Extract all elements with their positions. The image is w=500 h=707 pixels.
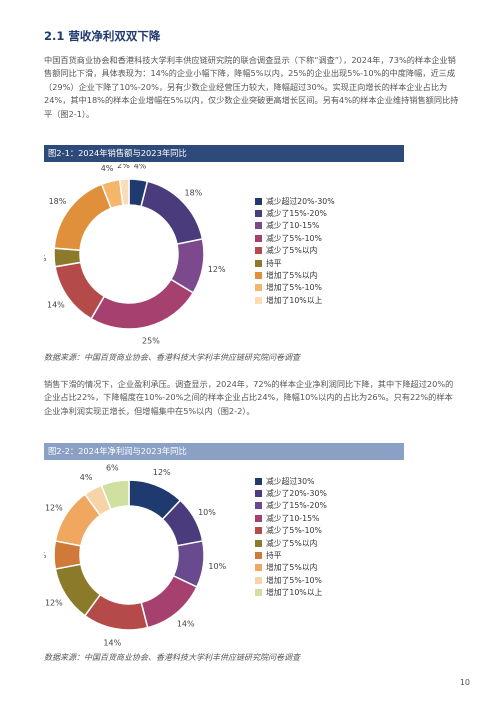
legend-label: 减少了10-15% (266, 221, 320, 231)
legend-label: 增加了5%以内 (266, 271, 318, 281)
legend-swatch (255, 259, 262, 267)
slice-label-3: 10% (208, 562, 226, 571)
legend-label: 减少超过30% (266, 476, 315, 486)
legend-item: 减少超过30% (255, 475, 327, 487)
legend-sales: 减少超过20%-30% 减少了15%-20% 减少了10-15% 减少了5%-10% 减… (255, 195, 335, 307)
legend-label: 减少了5%-10% (266, 233, 322, 243)
legend-label: 增加了10%以上 (266, 588, 323, 598)
slice-label-4: 14% (177, 620, 195, 629)
slice-label-2: 18% (184, 189, 202, 198)
legend-label: 增加了10%以上 (266, 295, 323, 305)
slice-label-5: 14% (47, 301, 65, 310)
legend-swatch (255, 234, 262, 242)
legend-item: 增加了10%以上 (255, 587, 327, 599)
slice-label-10: 6% (106, 464, 119, 473)
legend-item: 减少超过20%-30% (255, 195, 335, 207)
legend-label: 增加了5%-10% (266, 283, 322, 293)
legend-label: 增加了5%-10% (266, 575, 322, 585)
slice-7 (53, 183, 113, 251)
legend-swatch (255, 552, 262, 560)
figure-2-1-source: 数据来源：中国百货商业协会、香港科技大学利丰供应链研究院问卷调查 (44, 353, 300, 362)
legend-swatch (255, 502, 262, 510)
legend-label: 增加了5%以内 (266, 563, 318, 573)
slice-label-7: 6% (44, 551, 47, 560)
figure-2-2-header: 图2-2：2024年净利润与2023年同比 (44, 443, 404, 460)
section-title: 2.1 营收净利双双下降 (44, 29, 161, 43)
slice-9 (118, 178, 130, 207)
slice-5 (54, 261, 106, 320)
slice-label-8: 4% (101, 164, 114, 173)
legend-swatch (255, 296, 262, 304)
slice-10 (100, 479, 130, 511)
legend-label: 减少了20%-30% (266, 489, 327, 499)
slice-label-4: 25% (142, 336, 160, 345)
legend-item: 减少了10-15% (255, 220, 335, 232)
legend-swatch (255, 514, 262, 522)
legend-swatch (255, 539, 262, 547)
legend-label: 持平 (266, 551, 282, 561)
legend-label: 减少了5%以内 (266, 538, 318, 548)
slice-label-6: 4% (44, 254, 47, 263)
legend-swatch (255, 589, 262, 597)
figure-2-2-chart: 12% 10% 10% 14% 14% 12% 6% 12% 4% 6% (34, 462, 404, 648)
legend-swatch (255, 284, 262, 292)
legend-swatch (255, 477, 262, 485)
legend-swatch (255, 210, 262, 218)
legend-swatch (255, 564, 262, 572)
legend-item: 增加了10%以上 (255, 294, 335, 306)
legend-item: 减少了10-15% (255, 512, 327, 524)
slice-4 (90, 278, 195, 330)
legend-swatch (255, 272, 262, 280)
legend-item: 减少了20%-30% (255, 487, 327, 499)
legend-item: 减少了5%以内 (255, 537, 327, 549)
legend-swatch (255, 222, 262, 230)
legend-item: 减少了5%以内 (255, 245, 335, 257)
legend-item: 减少了5%-10% (255, 232, 335, 244)
slice-label-2: 10% (198, 508, 216, 517)
legend-item: 减少了5%-10% (255, 525, 327, 537)
figure-2-2-source: 数据来源：中国百货商业协会、香港科技大学利丰供应链研究院问卷调查 (44, 653, 300, 662)
slice-label-1: 12% (153, 468, 171, 477)
legend-item: 增加了5%以内 (255, 269, 335, 281)
slice-label-6: 12% (45, 599, 63, 608)
legend-item: 减少了15%-20% (255, 207, 335, 219)
slice-label-9: 2% (117, 164, 130, 170)
legend-swatch (255, 490, 262, 498)
slice-label-3: 12% (208, 265, 226, 274)
paragraph-profit: 销售下滑的情况下，企业盈利承压。调查显示，2024年，72%的样本企业净利润同比… (44, 379, 454, 416)
figure-2-1-chart: 4%18%12%25%14%4%18%4%2% (34, 161, 404, 346)
figure-2-1-header: 图2-1：2024年销售额与2023年同比 (44, 145, 404, 162)
legend-item: 减少了15%-20% (255, 500, 327, 512)
legend-label: 减少了5%-10% (266, 526, 322, 536)
slice-label-8: 12% (45, 503, 63, 512)
figure-2-2-title: 图2-2：2024年净利润与2023年同比 (48, 446, 187, 456)
legend-item: 增加了5%-10% (255, 574, 327, 586)
slice-label-7: 18% (49, 197, 67, 206)
legend-swatch (255, 527, 262, 535)
legend-swatch (255, 576, 262, 584)
legend-label: 减少超过20%-30% (266, 196, 335, 206)
legend-label: 减少了15%-20% (266, 501, 327, 511)
legend-label: 减少了5%以内 (266, 246, 318, 256)
paragraph-sales: 中国百货商业协会和香港科技大学利丰供应链研究院的联合调查显示（下称“调查”），2… (44, 55, 459, 119)
legend-item: 增加了5%以内 (255, 562, 327, 574)
legend-label: 减少了10-15% (266, 513, 320, 523)
slice-label-1: 4% (134, 164, 147, 171)
page-number: 10 (459, 678, 470, 687)
slice-label-5: 14% (103, 638, 121, 647)
legend-swatch (255, 197, 262, 205)
legend-item: 持平 (255, 257, 335, 269)
legend-swatch (255, 247, 262, 255)
legend-profit: 减少超过30% 减少了20%-30% 减少了15%-20% 减少了10-15% 减少了5… (255, 475, 327, 599)
slice-label-9: 4% (80, 473, 93, 482)
donut-chart-sales: 4%18%12%25%14%4%18%4%2% (34, 161, 226, 345)
legend-label: 持平 (266, 258, 282, 268)
figure-2-1-title: 图2-1：2024年销售额与2023年同比 (48, 148, 187, 158)
legend-item: 增加了5%-10% (255, 282, 335, 294)
legend-label: 减少了15%-20% (266, 209, 327, 219)
donut-chart-profit: 12% 10% 10% 14% 14% 12% 6% 12% 4% 6% (34, 464, 227, 648)
legend-item: 持平 (255, 549, 327, 561)
